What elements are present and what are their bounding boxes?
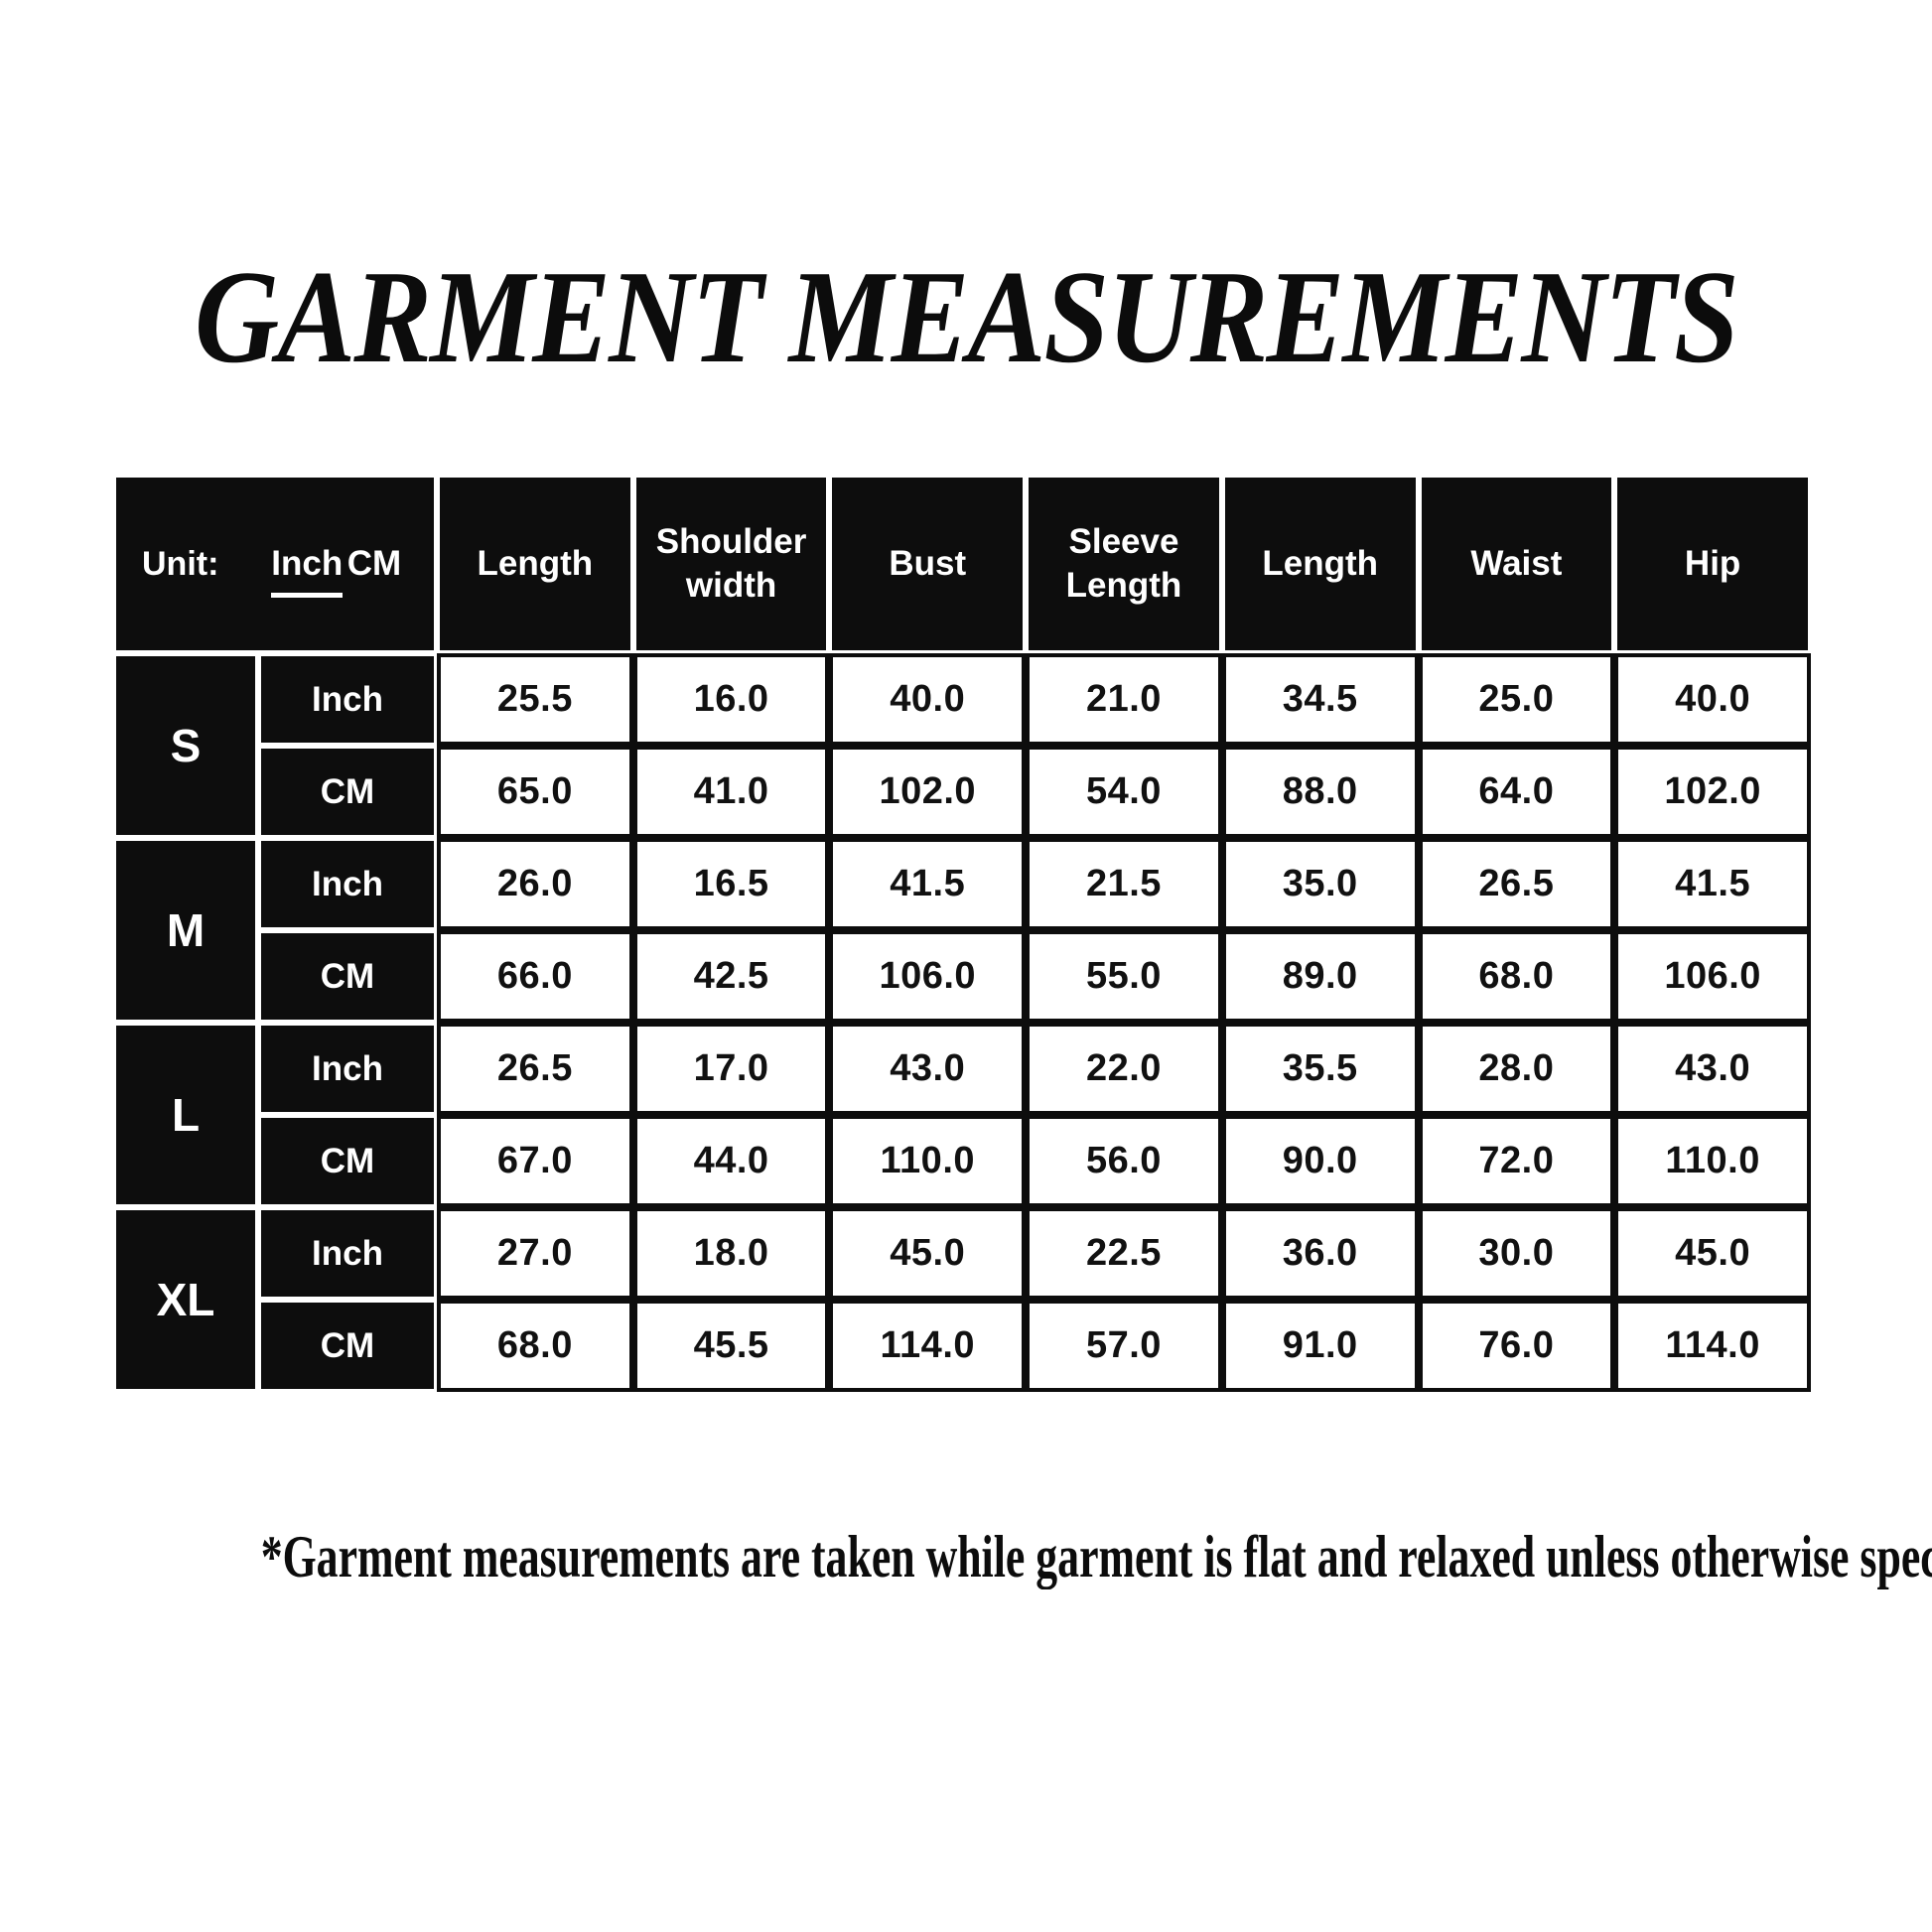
measurement-value-cell: 42.5 (632, 930, 830, 1023)
measurement-value-cell: 90.0 (1221, 1115, 1419, 1207)
col-header-sleeve-length: Sleeve Length (1026, 475, 1222, 653)
measurement-value-cell: 26.0 (437, 838, 633, 930)
measurement-value-cell: 68.0 (437, 1300, 633, 1392)
measurement-value-cell: 30.0 (1418, 1207, 1615, 1300)
measurement-value-cell: 114.0 (829, 1300, 1027, 1392)
row-m-cm: CM 66.0 42.5 106.0 55.0 89.0 68.0 106.0 (113, 930, 1811, 1023)
measurement-value-cell: 56.0 (1026, 1115, 1222, 1207)
unit-cell: CM (258, 746, 438, 838)
measurement-value-cell: 55.0 (1026, 930, 1222, 1023)
size-cell-xl: XL (113, 1207, 258, 1392)
header-row: Unit: Inch CM Length Shoulder width Bust… (113, 475, 1811, 653)
unit-cell: Inch (258, 1207, 438, 1300)
unit-cell: Inch (258, 1023, 438, 1115)
measurement-value-cell: 16.0 (632, 653, 830, 746)
measurement-value-cell: 16.5 (632, 838, 830, 930)
measurement-value-cell: 26.5 (1418, 838, 1615, 930)
measurement-value-cell: 17.0 (632, 1023, 830, 1115)
col-header-hip: Hip (1614, 475, 1811, 653)
col-header-waist: Waist (1418, 475, 1615, 653)
measurement-value-cell: 40.0 (829, 653, 1027, 746)
measurement-value-cell: 76.0 (1418, 1300, 1615, 1392)
measurement-value-cell: 57.0 (1026, 1300, 1222, 1392)
measurement-value-cell: 21.5 (1026, 838, 1222, 930)
measurement-value-cell: 45.0 (1614, 1207, 1811, 1300)
unit-header-cell: Unit: Inch CM (113, 475, 438, 653)
measurement-value-cell: 40.0 (1614, 653, 1811, 746)
measurement-value-cell: 88.0 (1221, 746, 1419, 838)
measurement-value-cell: 35.0 (1221, 838, 1419, 930)
unit-label: Unit: (142, 544, 219, 583)
measurement-value-cell: 28.0 (1418, 1023, 1615, 1115)
row-xl-inch: XL Inch 27.0 18.0 45.0 22.5 36.0 30.0 45… (113, 1207, 1811, 1392)
measurement-disclaimer-note: *Garment measurements are taken while ga… (260, 1524, 1932, 1589)
measurement-value-cell: 114.0 (1614, 1300, 1811, 1392)
measurement-value-cell: 43.0 (1614, 1023, 1811, 1115)
measurement-value-cell: 21.0 (1026, 653, 1222, 746)
col-header-shoulder-width: Shoulder width (632, 475, 830, 653)
measurement-value-cell: 102.0 (1614, 746, 1811, 838)
unit-cell: CM (258, 1115, 438, 1207)
measurement-value-cell: 36.0 (1221, 1207, 1419, 1300)
col-header-length-2: Length (1221, 475, 1419, 653)
unit-inch-label: Inch (271, 544, 344, 598)
measurement-value-cell: 64.0 (1418, 746, 1615, 838)
unit-cell: CM (258, 1300, 438, 1392)
measurement-value-cell: 67.0 (437, 1115, 633, 1207)
size-chart-table: Unit: Inch CM Length Shoulder width Bust… (113, 475, 1811, 1392)
measurement-value-cell: 41.5 (1614, 838, 1811, 930)
unit-cell: Inch (258, 838, 438, 930)
unit-fraction: Unit: Inch CM (116, 544, 434, 598)
measurement-value-cell: 110.0 (1614, 1115, 1811, 1207)
measurement-value-cell: 68.0 (1418, 930, 1615, 1023)
measurement-value-cell: 72.0 (1418, 1115, 1615, 1207)
measurement-value-cell: 26.5 (437, 1023, 633, 1115)
measurement-value-cell: 27.0 (437, 1207, 633, 1300)
measurement-value-cell: 41.0 (632, 746, 830, 838)
row-xl-cm: CM 68.0 45.5 114.0 57.0 91.0 76.0 114.0 (113, 1300, 1811, 1392)
measurement-value-cell: 89.0 (1221, 930, 1419, 1023)
size-cell-m: M (113, 838, 258, 1023)
row-s-inch: S Inch 25.5 16.0 40.0 21.0 34.5 25.0 40.… (113, 653, 1811, 838)
measurement-value-cell: 25.0 (1418, 653, 1615, 746)
measurement-value-cell: 54.0 (1026, 746, 1222, 838)
row-s-cm: CM 65.0 41.0 102.0 54.0 88.0 64.0 102.0 (113, 746, 1811, 838)
unit-cell: CM (258, 930, 438, 1023)
row-l-cm: CM 67.0 44.0 110.0 56.0 90.0 72.0 110.0 (113, 1115, 1811, 1207)
row-m-inch: M Inch 26.0 16.5 41.5 21.5 35.0 26.5 41.… (113, 838, 1811, 1023)
unit-cell: Inch (258, 653, 438, 746)
measurement-value-cell: 44.0 (632, 1115, 830, 1207)
page-title: GARMENT MEASUREMENTS (195, 243, 1739, 390)
measurement-value-cell: 22.5 (1026, 1207, 1222, 1300)
measurement-value-cell: 35.5 (1221, 1023, 1419, 1115)
measurement-value-cell: 45.5 (632, 1300, 830, 1392)
size-cell-s: S (113, 653, 258, 838)
row-l-inch: L Inch 26.5 17.0 43.0 22.0 35.5 28.0 43.… (113, 1023, 1811, 1207)
size-cell-l: L (113, 1023, 258, 1207)
measurement-value-cell: 106.0 (1614, 930, 1811, 1023)
unit-fraction-values: Inch CM (238, 544, 434, 598)
unit-cm-label: CM (346, 544, 402, 583)
measurement-value-cell: 66.0 (437, 930, 633, 1023)
measurement-value-cell: 106.0 (829, 930, 1027, 1023)
measurement-value-cell: 102.0 (829, 746, 1027, 838)
measurement-value-cell: 34.5 (1221, 653, 1419, 746)
measurement-value-cell: 43.0 (829, 1023, 1027, 1115)
measurement-value-cell: 110.0 (829, 1115, 1027, 1207)
measurement-value-cell: 25.5 (437, 653, 633, 746)
measurement-value-cell: 18.0 (632, 1207, 830, 1300)
measurement-value-cell: 22.0 (1026, 1023, 1222, 1115)
measurement-value-cell: 41.5 (829, 838, 1027, 930)
col-header-length: Length (437, 475, 633, 653)
measurement-value-cell: 65.0 (437, 746, 633, 838)
measurement-value-cell: 91.0 (1221, 1300, 1419, 1392)
measurement-value-cell: 45.0 (829, 1207, 1027, 1300)
col-header-bust: Bust (829, 475, 1027, 653)
